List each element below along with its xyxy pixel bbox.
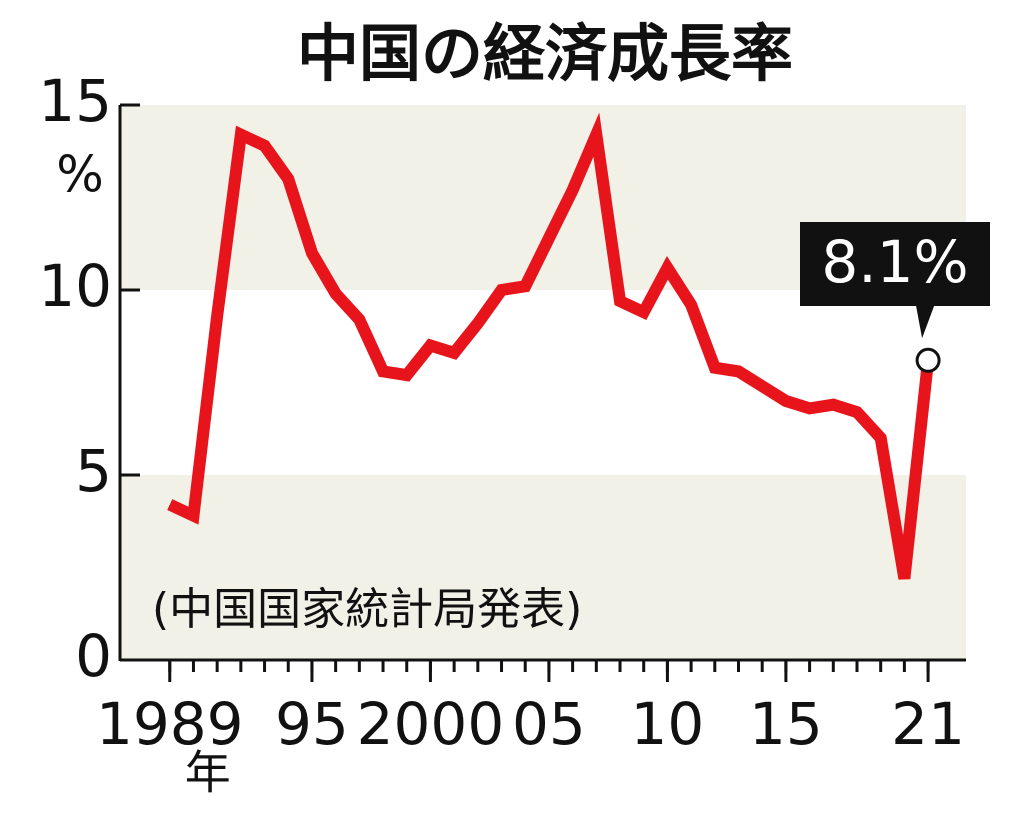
x-tick-label: 15 bbox=[749, 690, 823, 758]
source-note: (中国国家統計局発表) bbox=[152, 584, 582, 635]
callout-box bbox=[800, 222, 990, 339]
chart-title: 中国の経済成長率 bbox=[297, 17, 793, 90]
x-tick-label: 2000 bbox=[357, 690, 505, 758]
point-marker bbox=[915, 347, 941, 373]
x-tick-label: 95 bbox=[275, 690, 349, 758]
y-tick-label: 0 bbox=[75, 622, 112, 690]
x-tick-label: 10 bbox=[631, 690, 705, 758]
y-tick-label: 5 bbox=[75, 437, 112, 505]
y-tick-label: 10 bbox=[38, 252, 112, 320]
y-tick-label: 15 bbox=[38, 67, 112, 135]
background-band bbox=[120, 475, 966, 660]
data-label: 8.1% bbox=[821, 228, 968, 296]
x-tick-label: 21 bbox=[891, 690, 965, 758]
data-line bbox=[167, 112, 935, 580]
y-unit: % bbox=[56, 146, 104, 204]
x-tick-label: 05 bbox=[512, 690, 586, 758]
x-unit: 年 bbox=[185, 746, 231, 800]
x-tick-label: 1989 bbox=[96, 690, 244, 758]
